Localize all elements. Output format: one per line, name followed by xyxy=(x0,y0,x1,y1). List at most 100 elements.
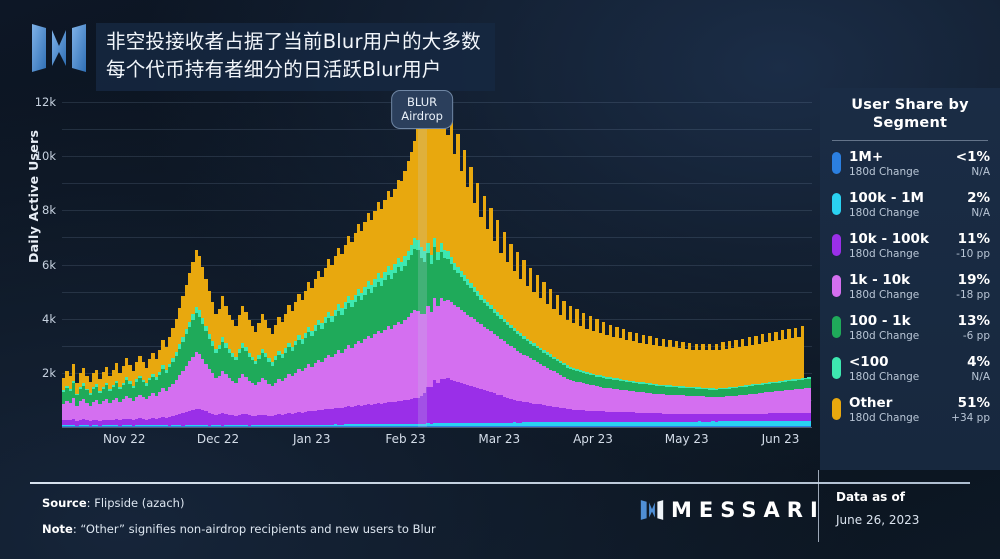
bar-segment xyxy=(366,404,371,425)
bar-segment xyxy=(399,271,404,324)
bar-segment xyxy=(350,242,354,301)
legend-item-0[interactable]: 1M+ 180d Change <1% N/A xyxy=(820,146,1000,187)
bar-segment xyxy=(300,299,304,339)
bar-segment xyxy=(340,253,344,309)
bar-segment xyxy=(227,353,231,379)
bar-segment xyxy=(804,412,808,421)
bar-segment xyxy=(439,423,443,426)
bar-segment xyxy=(744,394,748,415)
bar-segment xyxy=(456,273,460,308)
bar xyxy=(380,102,384,427)
bar-segment xyxy=(118,386,122,390)
bar-segment xyxy=(274,426,278,427)
bar-segment xyxy=(664,425,669,427)
bar-segment xyxy=(363,424,367,427)
bar-segment xyxy=(366,213,371,282)
bar-segment xyxy=(525,425,530,427)
bar-segment xyxy=(787,381,791,391)
bar-segment xyxy=(744,386,748,395)
bar-segment xyxy=(509,243,513,325)
bar-segment xyxy=(446,425,450,427)
bar-segment xyxy=(681,387,685,396)
legend-item-5[interactable]: <100 180d Change 4% N/A xyxy=(820,351,1000,392)
bar-segment xyxy=(767,425,771,427)
gridline xyxy=(62,427,812,428)
bar-segment xyxy=(774,425,778,427)
bar xyxy=(780,102,785,427)
bar-segment xyxy=(548,422,553,426)
bar-segment xyxy=(426,102,430,244)
bar-segment xyxy=(764,342,768,383)
bar-segment xyxy=(207,368,212,413)
bar-segment xyxy=(701,389,705,397)
bar-segment xyxy=(290,350,294,377)
legend-item-change-label: 180d Change xyxy=(849,166,920,178)
bar-segment xyxy=(764,384,768,393)
bar xyxy=(118,102,122,427)
legend-item-4[interactable]: 100 - 1k 180d Change 13% -6 pp xyxy=(820,310,1000,351)
bar-segment xyxy=(731,421,735,426)
bar-segment xyxy=(274,382,278,416)
bar-segment xyxy=(389,424,394,427)
bar-segment xyxy=(353,294,357,302)
bar-segment xyxy=(595,425,599,427)
bar-segment xyxy=(174,425,178,427)
bar-segment xyxy=(118,372,122,387)
bar-segment xyxy=(674,340,679,386)
bar-segment xyxy=(548,289,553,355)
bar-segment xyxy=(598,422,602,426)
bar-segment xyxy=(651,413,655,422)
bar xyxy=(224,102,228,427)
bar-segment xyxy=(482,298,486,303)
bar xyxy=(340,102,344,427)
legend-item-3[interactable]: 1k - 10k 180d Change 19% -18 pp xyxy=(820,269,1000,310)
bar-segment xyxy=(654,385,659,394)
bar-segment xyxy=(459,425,463,427)
bar-segment xyxy=(78,388,82,402)
bar-segment xyxy=(433,298,437,381)
bar-segment xyxy=(71,419,76,426)
legend-item-6[interactable]: Other 180d Change 51% +34 pp xyxy=(820,392,1000,433)
bar-segment xyxy=(336,407,341,425)
legend-item-1[interactable]: 100k - 1M 180d Change 2% N/A xyxy=(820,187,1000,228)
bar-segment xyxy=(204,331,208,364)
bar-segment xyxy=(751,344,755,385)
bar-segment xyxy=(260,348,265,354)
bar-segment xyxy=(383,271,387,281)
bar-segment xyxy=(327,318,331,355)
bar-segment xyxy=(747,386,751,395)
legend-item-2[interactable]: 10k - 100k 180d Change 11% -10 pp xyxy=(820,228,1000,269)
bar-segment xyxy=(509,422,513,426)
bar-segment xyxy=(307,424,311,427)
bar-segment xyxy=(555,295,559,359)
bar-segment xyxy=(81,399,86,420)
bar-segment xyxy=(618,425,622,427)
bar-segment xyxy=(754,384,758,386)
bar-segment xyxy=(283,348,288,353)
bar xyxy=(383,102,387,427)
bar-segment xyxy=(111,425,115,427)
bar-segment xyxy=(575,422,579,426)
legend-item-percent: 13% xyxy=(957,313,990,329)
bar-segment xyxy=(88,394,92,406)
bar-segment xyxy=(519,352,523,402)
bar-segment xyxy=(380,426,384,427)
bar-segment xyxy=(774,381,778,384)
bar-segment xyxy=(101,401,106,421)
bar-segment xyxy=(221,413,225,426)
bar-segment xyxy=(731,386,735,389)
bar-segment xyxy=(476,425,480,427)
bar-segment xyxy=(187,426,192,427)
bar-segment xyxy=(360,424,364,427)
bar-segment xyxy=(184,284,188,330)
bar xyxy=(413,102,417,427)
bar-segment xyxy=(237,353,241,379)
legend-item-change-value: -18 pp xyxy=(956,289,990,301)
bar-segment xyxy=(260,426,265,427)
bar xyxy=(684,102,689,427)
bar-segment xyxy=(330,409,334,425)
bar-segment xyxy=(582,372,586,384)
bar-segment xyxy=(148,377,152,381)
bar-segment xyxy=(423,102,427,252)
bar-segment xyxy=(360,426,364,427)
